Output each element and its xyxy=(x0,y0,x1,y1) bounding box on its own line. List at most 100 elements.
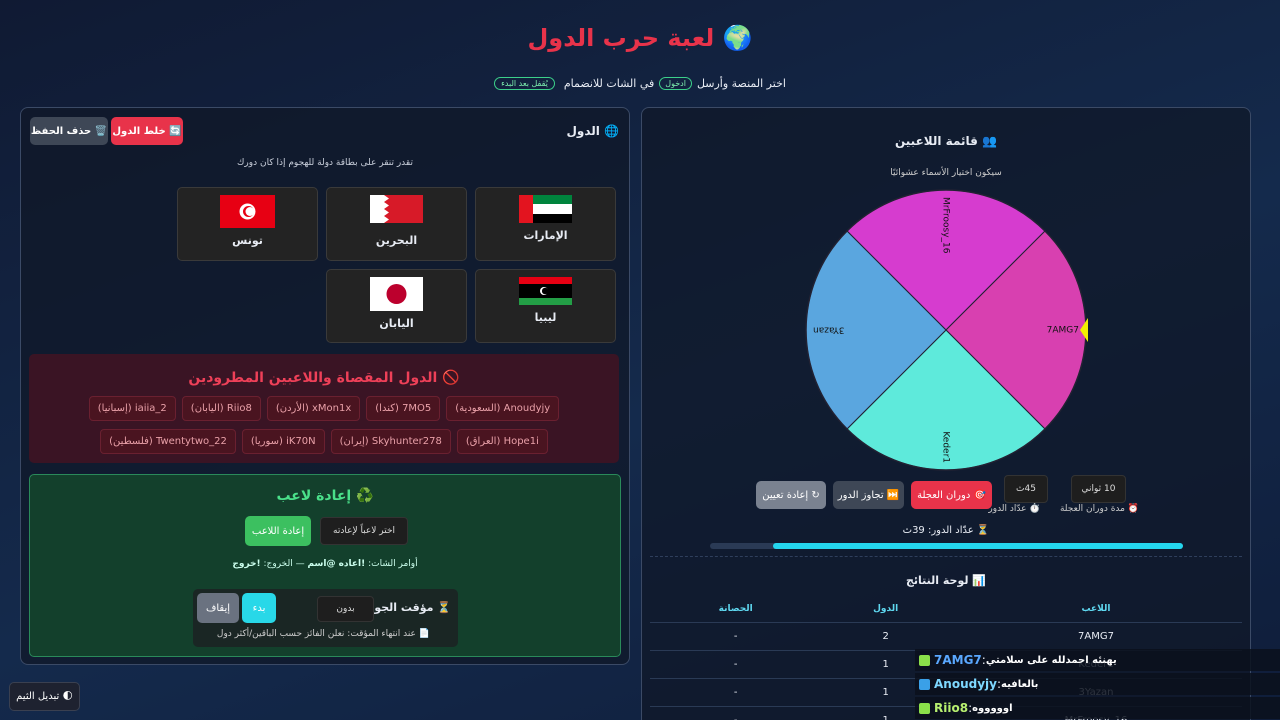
country-card[interactable]: البحرين xyxy=(326,187,467,261)
progress-fill xyxy=(773,543,1183,549)
score-cell: - xyxy=(650,650,822,679)
skip-button[interactable]: ⏭️ تجاوز الدور xyxy=(833,481,904,509)
theme-button[interactable]: 🌓 تبديل الثيم xyxy=(9,682,80,711)
divider xyxy=(650,556,1242,557)
panel-title: 🌐 الدول xyxy=(566,124,619,138)
player-select[interactable]: اختر لاعباً لإعادته xyxy=(320,517,408,545)
players-subtitle: سيكون اختيار الأسماء عشوائيًا xyxy=(890,168,1002,178)
chip-player: Twentytwo_22 xyxy=(156,436,227,447)
progress-track xyxy=(710,543,1183,549)
chip-player: xMon1x xyxy=(311,403,352,414)
country-name: اليابان xyxy=(379,317,414,330)
country-card[interactable]: ليبيا xyxy=(475,269,616,343)
turn-timer-label: ⏳ عدّاد الدور: xyxy=(927,525,990,536)
column-header: الدول xyxy=(821,595,950,623)
chip-country: (سوريا) xyxy=(250,436,283,447)
chat-icon xyxy=(919,678,930,690)
spin-button[interactable]: 🎯 دوران العجلة xyxy=(911,481,992,509)
score-cell: - xyxy=(650,706,822,720)
country-name: تونس xyxy=(232,234,263,247)
eliminated-chip: 7MO5 (كندا) xyxy=(366,396,441,421)
chat-row: Riio8 : اوووووه xyxy=(915,697,1280,719)
eliminated-chip: Riio8 (اليابان) xyxy=(181,396,261,421)
wheel: MrFroosy_16 7AMG7 Keder1 3Yazan xyxy=(805,189,1088,471)
score-cell: 2 xyxy=(821,622,950,651)
turn-duration-label: ⏱️ عدّاد الدور xyxy=(988,504,1041,514)
flag xyxy=(220,195,275,228)
turn-timer-value: 39 xyxy=(912,525,925,536)
title: 🌍 لعبة حرب الدول xyxy=(527,24,753,52)
chat-message: يهنئه احمدلله على سلامتي xyxy=(985,654,1117,666)
eliminated-chip: iK70N (سوريا) xyxy=(241,429,325,454)
countries-panel: 🌐 الدول 🔄 خلط الدول 🗑️ حذف الحفظ تقدر تن… xyxy=(20,107,630,665)
flag xyxy=(370,195,423,223)
commands-label: أوامر الشات: xyxy=(368,559,418,569)
spin-duration-label: ⏰ مدة دوران العجلة xyxy=(1059,504,1140,514)
wheel-label: 7AMG7 xyxy=(1047,326,1079,336)
column-header: اللاعب xyxy=(950,595,1242,623)
column-header: الحصانة xyxy=(650,595,822,623)
join-command: ادخول xyxy=(659,77,692,90)
command: !خروج xyxy=(232,559,261,569)
chip-player: iaiia_2 xyxy=(134,403,167,414)
flag xyxy=(370,277,423,311)
exit-label: — الخروج: xyxy=(263,559,305,569)
reset-title: ♻️ إعادة لاعب xyxy=(276,488,374,504)
eliminated-title: 🚫 الدول المقصاة واللاعبين المطرودين xyxy=(188,370,460,386)
country-name: البحرين xyxy=(375,234,418,247)
reset-button[interactable]: إعادة اللاعب xyxy=(245,516,311,546)
eliminated-chip: Anoudyjy (السعودية) xyxy=(446,396,560,421)
flag xyxy=(519,277,572,305)
chip-country: (اليابان) xyxy=(190,403,224,414)
chip-country: (السعودية) xyxy=(455,403,501,414)
eliminated-chip: iaiia_2 (إسبانيا) xyxy=(88,396,176,421)
turn-duration[interactable]: 45ث xyxy=(1004,475,1048,503)
header-row: اللاعب الدول الحصانة xyxy=(650,595,1242,623)
chip-player: Anoudyjy xyxy=(503,403,551,414)
chip-country: (فلسطين) xyxy=(109,436,153,447)
round-mode[interactable]: بدون xyxy=(317,596,374,622)
join-text: في الشات للانضمام xyxy=(563,77,655,90)
spin-duration[interactable]: 10 ثواني xyxy=(1071,475,1126,503)
chat-row: 7AMG7 : يهنئه احمدلله على سلامتي xyxy=(915,649,1280,671)
chip-country: (الأردن) xyxy=(275,403,309,414)
eliminated-chip: xMon1x (الأردن) xyxy=(266,396,361,421)
join-line: اختر المنصة وأرسل ادخول في الشات للانضما… xyxy=(0,77,1280,90)
eliminated-box: 🚫 الدول المقصاة واللاعبين المطرودين Anou… xyxy=(29,354,619,463)
scoreboard-title: 📊 لوحة النتائج xyxy=(905,574,987,587)
chat-overlay: 7AMG7 : يهنئه احمدلله على سلامتي Anoudyjy… xyxy=(915,649,1280,720)
chip-country: (إسبانيا) xyxy=(97,403,132,414)
clear-button[interactable]: 🗑️ حذف الحفظ xyxy=(30,117,108,145)
commands: أوامر الشات: !اعاده @اسم — الخروج: !خروج xyxy=(30,559,620,569)
players-title: 👥 قائمة اللاعبين xyxy=(894,134,997,148)
country-card[interactable]: اليابان xyxy=(326,269,467,343)
score-row: 7AMG7 2- xyxy=(650,622,1242,651)
lock-badge: يُقفل بعد البدء xyxy=(494,77,555,90)
country-card[interactable]: الإمارات xyxy=(475,187,616,261)
wheel-reset-button[interactable]: ↻ إعادة تعيين xyxy=(756,481,826,509)
shuffle-button[interactable]: 🔄 خلط الدول xyxy=(111,117,183,145)
round-note: 📄 عند انتهاء المؤقت: نعلن الفائز حسب الب… xyxy=(216,629,430,639)
wheel-label: MrFroosy_16 xyxy=(941,197,951,254)
wheel-label: Keder1 xyxy=(941,431,951,463)
eliminated-chip: Skyhunter278 (إيران) xyxy=(330,429,451,454)
hint: تقدر تنقر على بطاقة دولة للهجوم إذا كان … xyxy=(237,158,413,168)
start-button[interactable]: بدء xyxy=(242,593,276,623)
turn-timer-unit: ث xyxy=(902,525,913,536)
chip-player: 7MO5 xyxy=(402,403,432,414)
chip-list: Anoudyjy (السعودية) 7MO5 (كندا) xMon1x (ال… xyxy=(59,396,589,462)
turn-timer: ⏳ عدّاد الدور: 39ث xyxy=(642,525,1250,536)
chat-user: 7AMG7 xyxy=(934,653,982,667)
score-cell: - xyxy=(650,622,822,651)
chip-country: (العراق) xyxy=(465,436,501,447)
round-timer: ⏳ مؤقت الجولة: — --:-- بدون بدء إيقاف 📄 … xyxy=(193,589,458,647)
country-card[interactable]: تونس xyxy=(177,187,318,261)
chat-message: بالعافيه xyxy=(1001,678,1039,690)
chat-message: اوووووه xyxy=(972,702,1013,714)
chip-player: Skyhunter278 xyxy=(371,436,442,447)
stop-button[interactable]: إيقاف xyxy=(197,593,239,623)
reset-box: ♻️ إعادة لاعب اختر لاعباً لإعادته إعادة … xyxy=(29,474,621,657)
chat-user: Riio8 xyxy=(934,701,969,715)
eliminated-chip: Twentytwo_22 (فلسطين) xyxy=(100,429,236,454)
